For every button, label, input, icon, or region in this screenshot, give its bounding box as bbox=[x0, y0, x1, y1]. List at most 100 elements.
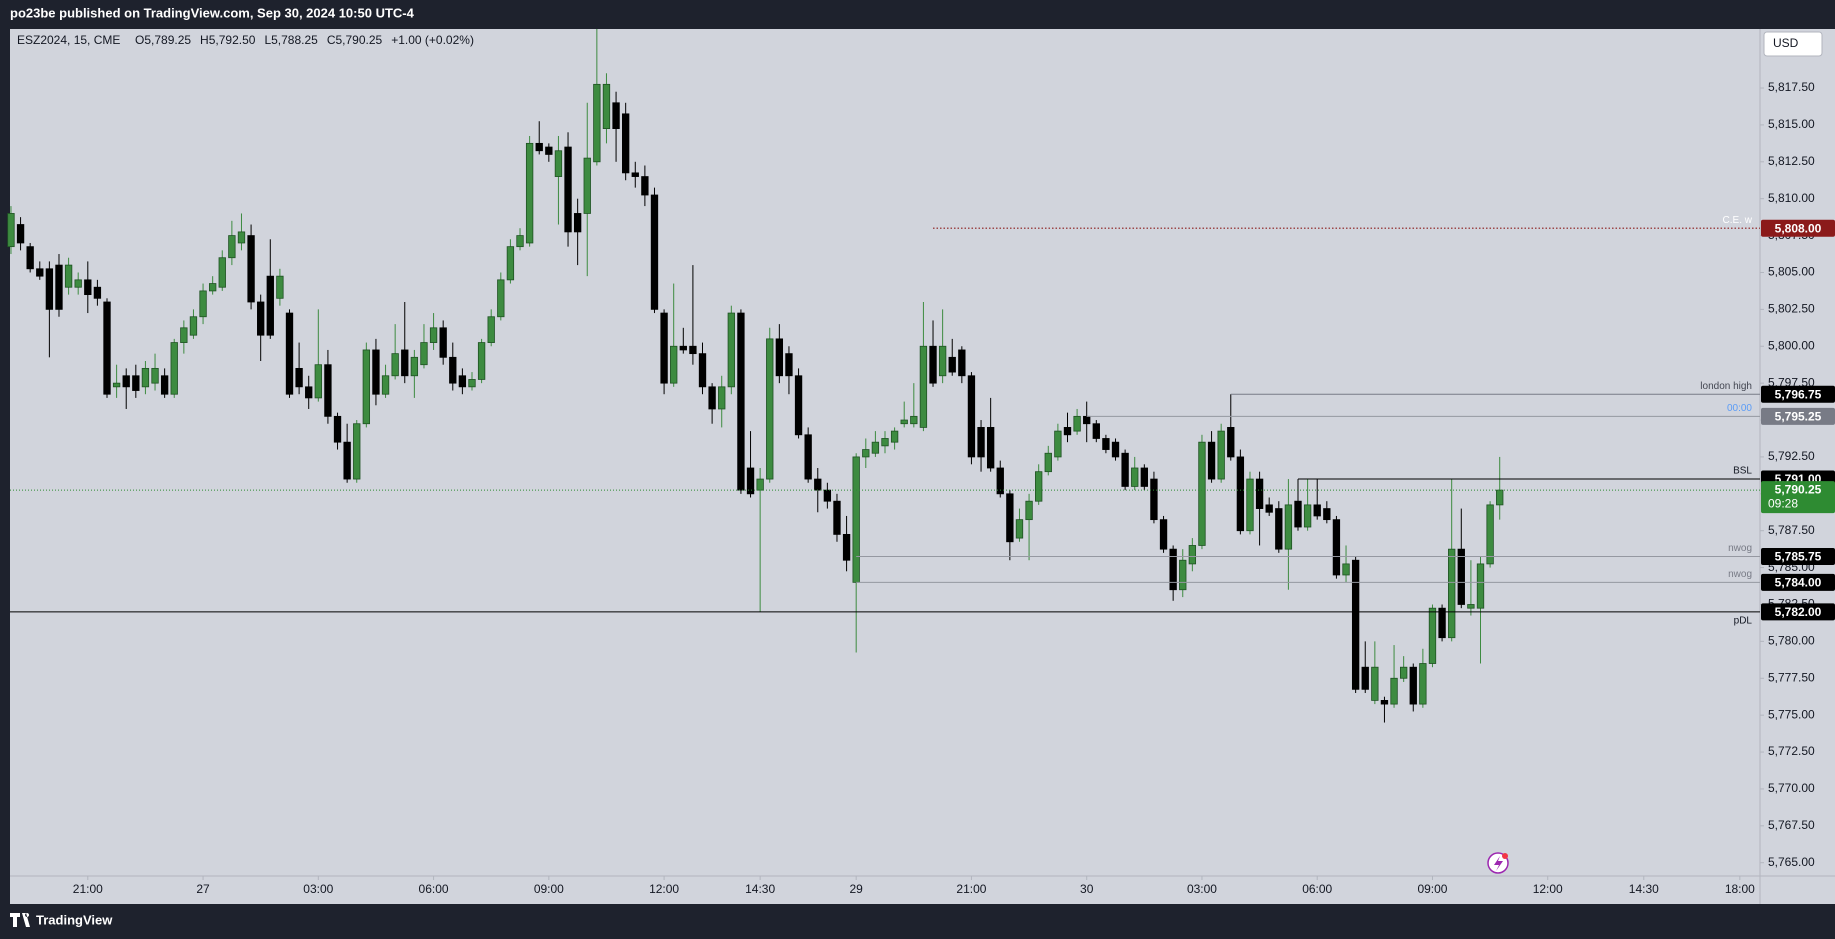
last-price-tag bbox=[1761, 481, 1835, 514]
candle-body bbox=[1063, 427, 1072, 436]
candle-body bbox=[1303, 504, 1312, 528]
candle-body bbox=[919, 345, 928, 428]
candle-body bbox=[554, 150, 563, 177]
candle-body bbox=[842, 533, 851, 561]
candle-body bbox=[1073, 415, 1081, 432]
candle-body bbox=[746, 467, 755, 495]
candle-body bbox=[410, 356, 419, 377]
candle-body bbox=[449, 356, 457, 384]
candle-body bbox=[151, 367, 159, 384]
candle-body bbox=[218, 257, 226, 288]
candle-body bbox=[583, 157, 591, 214]
candle-body bbox=[1246, 478, 1254, 532]
ohlc-value: O5,789.25 bbox=[135, 33, 191, 47]
flash-icon-bolt bbox=[1494, 856, 1503, 871]
candle-body bbox=[593, 83, 601, 163]
candle-body bbox=[1467, 604, 1475, 609]
candle-body bbox=[1227, 427, 1235, 458]
ohlc-value: C5,790.25 bbox=[327, 33, 383, 47]
candle-body bbox=[1092, 423, 1100, 439]
price-tag-label: 5,808.00 bbox=[1775, 221, 1822, 235]
candle-body bbox=[362, 349, 371, 425]
candle-body bbox=[1217, 430, 1225, 480]
candle-body bbox=[439, 327, 447, 358]
brand-name: TradingView bbox=[36, 912, 113, 927]
candle-body bbox=[1294, 500, 1302, 528]
candle-body bbox=[650, 194, 659, 310]
candle-body bbox=[1207, 441, 1216, 480]
candle-body bbox=[862, 449, 870, 458]
candle-body bbox=[612, 102, 620, 130]
candle-body bbox=[1313, 504, 1321, 517]
candle-body bbox=[401, 349, 409, 377]
candle-body bbox=[1121, 452, 1129, 487]
x-tick-label: 06:00 bbox=[1302, 882, 1332, 896]
candle-body bbox=[1159, 519, 1168, 550]
candle-body bbox=[948, 356, 956, 373]
x-tick-label: 03:00 bbox=[1187, 882, 1217, 896]
candle-body bbox=[1380, 700, 1389, 705]
ohlc-value: L5,788.25 bbox=[264, 33, 318, 47]
y-tick-label: 5,805.00 bbox=[1768, 265, 1815, 279]
candle-body bbox=[141, 367, 150, 388]
candle-body bbox=[814, 478, 822, 491]
time-axis bbox=[10, 876, 1760, 904]
candle-body bbox=[1486, 504, 1494, 565]
candle-body bbox=[890, 430, 899, 443]
candle-body bbox=[631, 172, 639, 177]
candle-body bbox=[247, 235, 255, 303]
candle-body bbox=[1140, 467, 1148, 487]
candle-body bbox=[55, 264, 63, 310]
candle-body bbox=[564, 146, 572, 233]
candle-body bbox=[468, 379, 476, 388]
candle-body bbox=[1428, 607, 1437, 664]
candle-body bbox=[266, 275, 274, 336]
x-tick-label: 09:00 bbox=[1417, 882, 1447, 896]
notification-dot bbox=[1502, 853, 1508, 859]
candle-body bbox=[160, 375, 169, 395]
candle-body bbox=[1265, 504, 1273, 513]
candle-body bbox=[766, 338, 774, 480]
y-tick-label: 5,787.50 bbox=[1768, 523, 1815, 537]
candle-body bbox=[1390, 677, 1398, 705]
currency-button[interactable] bbox=[1763, 31, 1823, 57]
candle-body bbox=[26, 246, 34, 270]
candle-body bbox=[353, 423, 361, 480]
candle-body bbox=[1409, 666, 1417, 705]
candle-body bbox=[967, 375, 976, 458]
candle-body bbox=[391, 353, 399, 377]
candle-body bbox=[718, 386, 726, 410]
candle-body bbox=[74, 279, 82, 288]
candle-body bbox=[189, 316, 198, 336]
level-name: nwog bbox=[1728, 569, 1752, 580]
y-tick-label: 5,775.00 bbox=[1768, 707, 1815, 721]
publish-header: po23be published on TradingView.com, Sep… bbox=[10, 5, 415, 20]
bar-countdown: 09:28 bbox=[1768, 496, 1798, 510]
candle-body bbox=[305, 386, 313, 399]
candle-body bbox=[708, 386, 716, 410]
candle-body bbox=[36, 268, 44, 277]
candle-body bbox=[986, 427, 995, 469]
candle-body bbox=[1236, 456, 1245, 532]
candle-body bbox=[314, 364, 322, 399]
candle-body bbox=[381, 375, 390, 395]
candle-body bbox=[1131, 467, 1139, 487]
candle-body bbox=[1179, 559, 1187, 591]
candle-body bbox=[1399, 666, 1408, 679]
candle-body bbox=[506, 246, 515, 281]
candle-body bbox=[881, 438, 889, 447]
candle-body bbox=[497, 279, 505, 318]
candle-body bbox=[122, 375, 130, 388]
x-tick-label: 03:00 bbox=[303, 882, 333, 896]
candle-body bbox=[958, 349, 966, 377]
x-tick-label: 14:30 bbox=[1629, 882, 1659, 896]
candle-body bbox=[535, 142, 543, 152]
candle-body bbox=[573, 213, 582, 233]
ohlc-value: +1.00 (+0.02%) bbox=[391, 33, 474, 47]
level-name: pDL bbox=[1734, 616, 1753, 627]
candle-body bbox=[833, 500, 841, 535]
candle-body bbox=[64, 264, 73, 288]
price-tag-label: 5,795.25 bbox=[1775, 410, 1822, 424]
candle-body bbox=[458, 375, 467, 388]
x-tick-label: 09:00 bbox=[534, 882, 564, 896]
